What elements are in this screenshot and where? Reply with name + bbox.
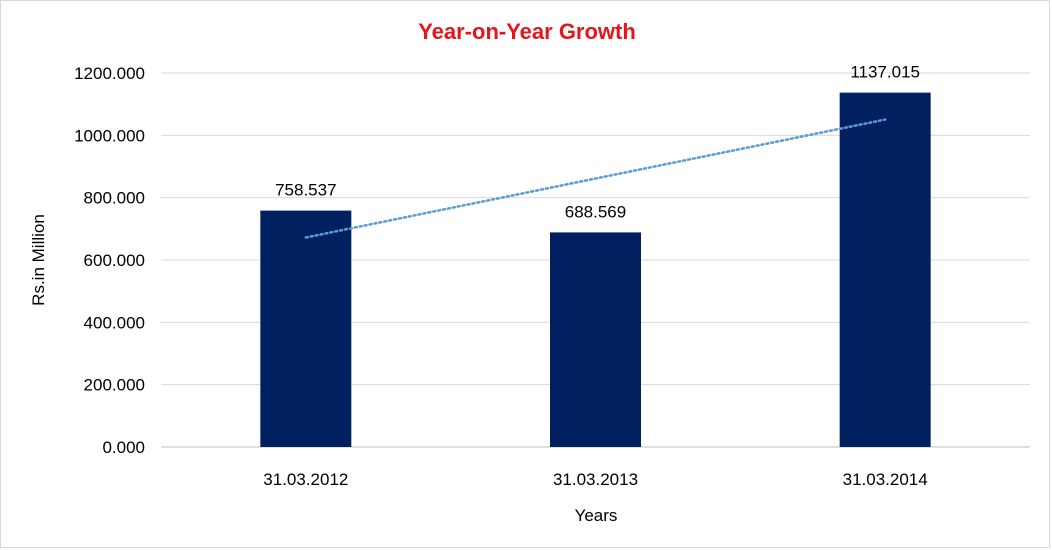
x-tick-label: 31.03.2012 — [263, 470, 348, 489]
y-tick-label: 200.000 — [84, 376, 145, 395]
bar-data-label: 1137.015 — [850, 63, 920, 82]
chart-title: Year-on-Year Growth — [418, 19, 636, 44]
y-tick-label: 800.000 — [84, 189, 145, 208]
y-tick-label: 0.000 — [102, 438, 145, 457]
x-axis-ticks: 31.03.2012 31.03.2013 31.03.2014 — [263, 470, 927, 489]
y-tick-label: 1000.000 — [74, 126, 145, 145]
bar-data-label: 758.537 — [275, 181, 336, 200]
bars: 758.537 688.569 1137.015 — [260, 63, 931, 448]
bar — [839, 92, 931, 448]
bar — [260, 210, 352, 447]
bar — [550, 232, 641, 447]
y-tick-label: 600.000 — [84, 251, 145, 270]
y-axis-title: Rs.in Million — [29, 214, 48, 306]
trendline-line — [304, 118, 887, 239]
trendline — [304, 118, 887, 239]
x-tick-label: 31.03.2014 — [843, 470, 928, 489]
y-tick-label: 400.000 — [84, 313, 145, 332]
x-tick-label: 31.03.2013 — [553, 470, 638, 489]
y-tick-label: 1200.000 — [74, 64, 145, 83]
y-axis-ticks: 0.000 200.000 400.000 600.000 800.000 1000.00… — [74, 64, 145, 457]
x-axis-title: Years — [575, 506, 618, 525]
bar-data-label: 688.569 — [565, 202, 626, 221]
